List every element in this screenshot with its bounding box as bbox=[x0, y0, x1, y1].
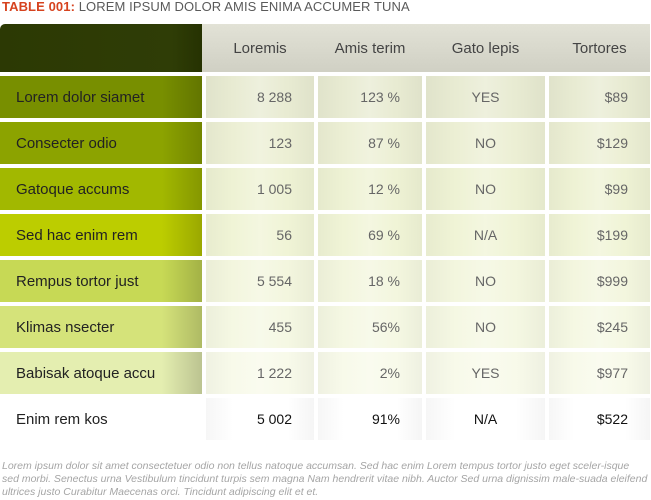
header-corner bbox=[0, 24, 202, 72]
table-cell-amis-terim: 91% bbox=[318, 398, 422, 440]
table-cell-gato-lepis: YES bbox=[426, 76, 545, 118]
table-cell-loremis: 455 bbox=[206, 306, 314, 348]
column-separator bbox=[545, 24, 549, 72]
table-cell-tortores: $89 bbox=[549, 76, 650, 118]
data-table: Loremis Amis terim Gato lepis Tortores Lorem… bbox=[0, 24, 650, 440]
table-cell-amis-terim: 12 % bbox=[318, 168, 422, 210]
table-cell-gato-lepis: N/A bbox=[426, 398, 545, 440]
row-label: Sed hac enim rem bbox=[0, 214, 202, 256]
table-cell-gato-lepis: NO bbox=[426, 260, 545, 302]
table-cell-amis-terim: 69 % bbox=[318, 214, 422, 256]
column-separator bbox=[422, 24, 426, 72]
table-cell-gato-lepis: NO bbox=[426, 168, 545, 210]
row-label: Rempus tortor just bbox=[0, 260, 202, 302]
table-cell-tortores: $199 bbox=[549, 214, 650, 256]
column-header: Amis terim bbox=[318, 24, 422, 72]
table-cell-gato-lepis: NO bbox=[426, 306, 545, 348]
table-cell-loremis: 1 222 bbox=[206, 352, 314, 394]
table-cell-tortores: $977 bbox=[549, 352, 650, 394]
row-label: Consecter odio bbox=[0, 122, 202, 164]
row-label: Enim rem kos bbox=[0, 398, 202, 440]
column-header: Loremis bbox=[206, 24, 314, 72]
table-cell-loremis: 5 002 bbox=[206, 398, 314, 440]
table-cell-tortores: $522 bbox=[549, 398, 650, 440]
column-separator bbox=[202, 24, 206, 72]
table-cell-tortores: $99 bbox=[549, 168, 650, 210]
table-cell-tortores: $245 bbox=[549, 306, 650, 348]
column-header: Tortores bbox=[549, 24, 650, 72]
row-label: Lorem dolor siamet bbox=[0, 76, 202, 118]
row-label: Babisak atoque accu bbox=[0, 352, 202, 394]
column-header: Gato lepis bbox=[426, 24, 545, 72]
table-cell-gato-lepis: N/A bbox=[426, 214, 545, 256]
table-cell-amis-terim: 18 % bbox=[318, 260, 422, 302]
table-title-prefix: TABLE 001: bbox=[2, 0, 75, 14]
table-title-text: LOREM IPSUM DOLOR AMIS ENIMA ACCUMER TUN… bbox=[75, 0, 410, 14]
table-cell-amis-terim: 56% bbox=[318, 306, 422, 348]
footnote: Lorem ipsum dolor sit amet consectetuer … bbox=[2, 460, 648, 498]
table-cell-gato-lepis: YES bbox=[426, 352, 545, 394]
table-cell-loremis: 8 288 bbox=[206, 76, 314, 118]
column-separator bbox=[314, 24, 318, 72]
row-label: Gatoque accums bbox=[0, 168, 202, 210]
table-cell-amis-terim: 123 % bbox=[318, 76, 422, 118]
table-cell-amis-terim: 2% bbox=[318, 352, 422, 394]
table-cell-loremis: 1 005 bbox=[206, 168, 314, 210]
table-title: TABLE 001: LOREM IPSUM DOLOR AMIS ENIMA … bbox=[2, 0, 410, 16]
table-cell-loremis: 5 554 bbox=[206, 260, 314, 302]
table-cell-loremis: 56 bbox=[206, 214, 314, 256]
table-cell-amis-terim: 87 % bbox=[318, 122, 422, 164]
table-cell-gato-lepis: NO bbox=[426, 122, 545, 164]
table-cell-tortores: $129 bbox=[549, 122, 650, 164]
table-cell-tortores: $999 bbox=[549, 260, 650, 302]
row-label: Klimas nsecter bbox=[0, 306, 202, 348]
table-cell-loremis: 123 bbox=[206, 122, 314, 164]
